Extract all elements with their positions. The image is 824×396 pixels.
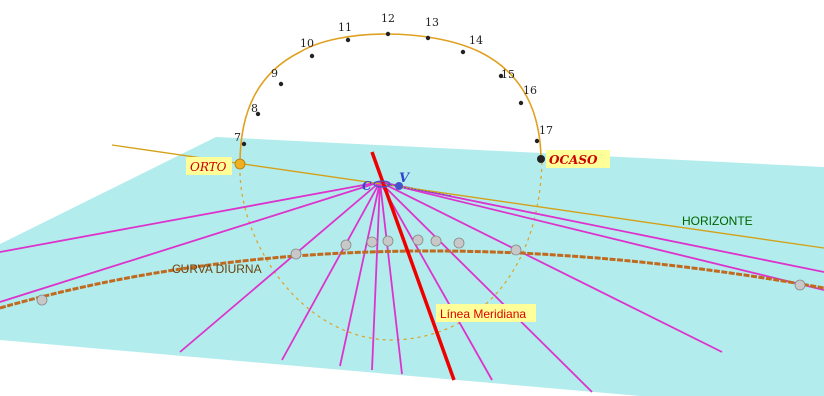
hour-dot	[518, 100, 524, 106]
hour-dot	[425, 35, 431, 41]
hour-dot	[309, 53, 315, 59]
diurnal-point	[290, 248, 302, 260]
hour-dot	[345, 37, 351, 43]
vertex-c-label: C	[362, 179, 372, 193]
meridian-label-bg	[436, 304, 536, 322]
ocaso-label-bg	[546, 150, 610, 168]
horizon-label: HORIZONTE	[682, 214, 753, 228]
diurnal-point	[412, 234, 424, 246]
hour-label: 13	[425, 16, 439, 29]
diurnal-point	[366, 236, 378, 248]
vertex-c-marker	[373, 180, 391, 188]
hour-label: 10	[300, 37, 314, 50]
orto-label: ORTO	[190, 160, 227, 174]
hour-lines	[0, 181, 824, 393]
hour-label: 14	[469, 34, 483, 47]
diurnal-point	[382, 235, 394, 247]
meridian-label: Línea Meridiana	[440, 307, 526, 321]
hour-dot	[385, 31, 391, 37]
hour-line	[339, 181, 381, 367]
hour-line	[379, 181, 824, 291]
hour-label: 11	[338, 21, 352, 34]
hour-dot	[278, 81, 284, 87]
hour-label: 9	[271, 67, 278, 80]
hour-dot	[460, 49, 466, 55]
hour-dot	[498, 73, 504, 79]
hour-label: 16	[523, 84, 537, 97]
hour-label: 17	[539, 124, 553, 137]
hour-dot	[534, 138, 540, 144]
orto-point	[234, 158, 246, 170]
hour-line	[379, 181, 824, 273]
vertex-label: V	[399, 171, 411, 186]
diurnal-point	[510, 244, 522, 256]
hour-line	[371, 181, 381, 371]
hour-line	[179, 181, 381, 353]
hour-line	[0, 181, 381, 253]
hour-dot	[241, 141, 247, 147]
hour-line	[379, 181, 493, 381]
hour-line	[379, 181, 723, 353]
hour-dots	[241, 31, 540, 147]
hour-line	[379, 181, 593, 393]
diurnal-point	[340, 239, 352, 251]
hour-label: 8	[251, 102, 258, 115]
vertex-point	[395, 182, 403, 190]
meridian-line	[370, 151, 456, 381]
ocaso-label: OCASO	[549, 153, 598, 167]
diurnal-point	[36, 294, 48, 306]
hour-label: 7	[234, 131, 241, 144]
hour-line	[379, 181, 403, 375]
diurnal-point	[430, 235, 442, 247]
hour-line	[281, 181, 381, 361]
hour-label: 12	[381, 12, 395, 25]
ocaso-point	[537, 155, 545, 163]
diurnal-points	[36, 234, 806, 306]
diurnal-point	[794, 279, 806, 291]
hour-line	[0, 181, 381, 303]
hour-dot	[255, 111, 261, 117]
diurnal-point	[453, 237, 465, 249]
gnomon-shadow	[379, 182, 453, 197]
hour-label: 15	[501, 68, 515, 81]
orto-label-bg	[186, 157, 232, 175]
diurnal-curve-label: CURVA DIURNA	[172, 262, 262, 276]
diurnal-curve	[0, 249, 824, 310]
